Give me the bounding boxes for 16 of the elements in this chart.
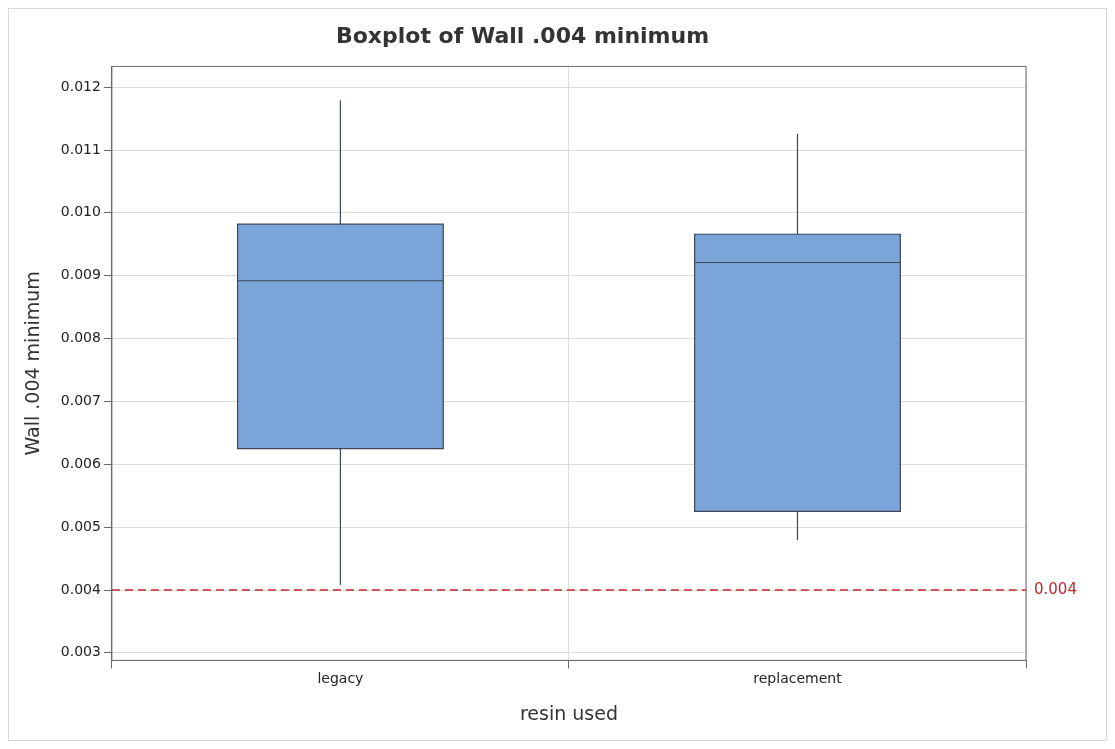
y-axis-title: Wall .004 minimum <box>21 271 44 456</box>
y-tick-label: 0.010 <box>60 203 101 220</box>
x-tick-label: replacement <box>753 670 843 687</box>
y-tick-label: 0.011 <box>60 140 101 157</box>
x-tick-label: legacy <box>317 670 364 687</box>
x-axis-title: resin used <box>519 701 618 724</box>
y-tick-label: 0.005 <box>60 517 101 534</box>
y-tick-label: 0.008 <box>60 329 101 346</box>
y-tick-label: 0.003 <box>60 643 101 660</box>
y-tick-label: 0.006 <box>60 454 101 471</box>
y-tick-label: 0.009 <box>60 266 101 283</box>
ref-line-label: 0.004 <box>1034 579 1077 598</box>
chart-title: Boxplot of Wall .004 minimum <box>335 22 710 48</box>
y-tick-label: 0.007 <box>60 392 101 409</box>
y-tick-label: 0.012 <box>60 77 101 94</box>
y-tick-label: 0.004 <box>60 580 101 597</box>
